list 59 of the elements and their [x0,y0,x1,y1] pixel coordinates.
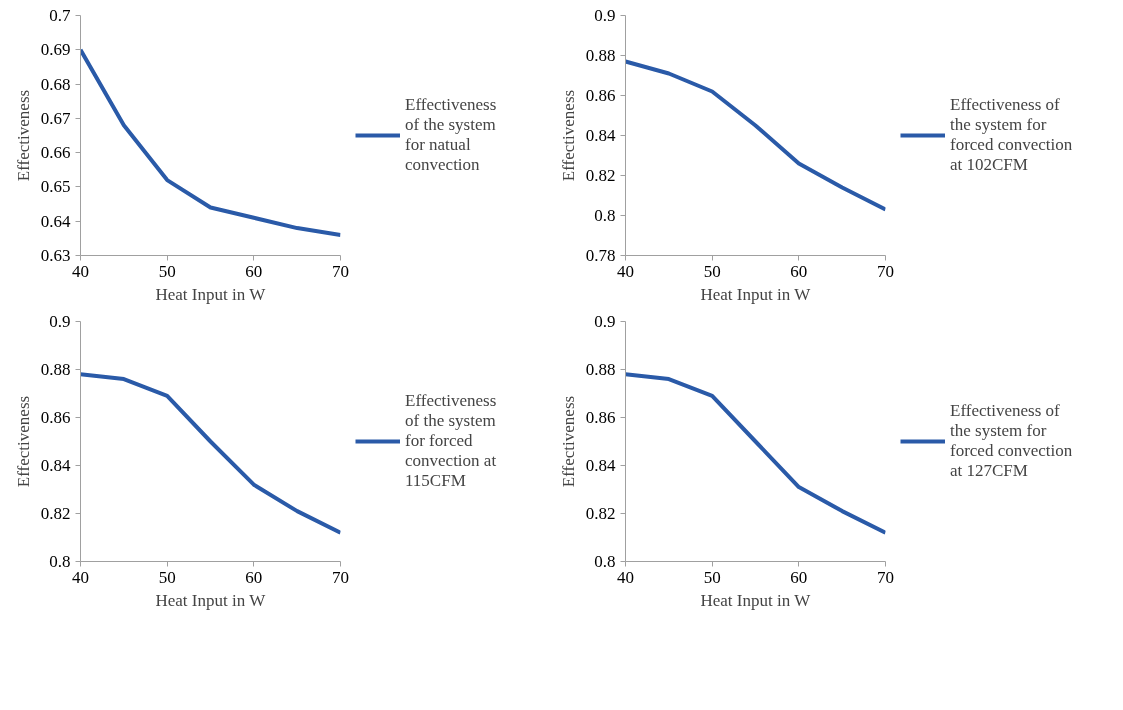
y-tick-label: 0.7 [49,6,71,25]
y-axis-title: Effectiveness [13,395,33,488]
y-tick-label: 0.67 [40,108,71,128]
x-tick-label: 70 [877,261,894,281]
line-series [80,47,341,237]
x-tick-label: 60 [245,567,263,587]
x-tick-label: 40 [72,567,89,587]
line-series [625,372,886,535]
y-tick-label: 0.69 [40,40,71,60]
x-axis-title: Heat Input in W [155,590,267,610]
y-tick-label: 0.88 [40,360,71,379]
x-tick-label: 70 [877,567,894,587]
y-tick-label: 0.8 [594,206,616,225]
y-tick-label: 0.86 [585,86,616,105]
y-tick-label: 0.9 [594,312,616,331]
x-tick-label: 60 [790,567,808,587]
y-tick-label: 0.63 [40,246,71,265]
y-tick-label: 0.8 [49,552,71,571]
x-tick-label: 60 [790,261,808,281]
y-tick-label: 0.66 [40,143,71,163]
x-tick-label: 40 [617,567,634,587]
x-tick-label: 50 [158,567,176,587]
x-tick-label: 50 [158,261,176,281]
y-tick-label: 0.84 [585,126,616,145]
y-tick-label: 0.9 [49,312,71,331]
x-tick-label: 60 [245,261,263,281]
y-tick-label: 0.78 [585,246,616,265]
y-tick-label: 0.82 [40,504,71,523]
x-tick-label: 70 [332,261,349,281]
legend-label: Effectiveness of the system for forced convection at 115CFM [405,391,497,491]
y-tick-label: 0.64 [40,211,71,231]
y-axis-title: Effectiveness [558,395,578,488]
y-axis-title: Effectiveness [558,89,578,182]
x-tick-label: 50 [703,261,721,281]
y-axis-title: Effectiveness [13,89,33,182]
x-tick-label: 40 [617,261,634,281]
y-tick-label: 0.86 [585,408,616,427]
x-axis-title: Heat Input in W [700,590,812,610]
line-series [80,372,341,535]
y-tick-label: 0.82 [585,504,616,523]
y-tick-label: 0.88 [585,360,616,379]
y-tick-label: 0.84 [40,456,71,475]
x-tick-label: 40 [72,261,89,281]
x-tick-label: 50 [703,567,721,587]
y-tick-label: 0.86 [40,408,71,427]
legend-label: Effectiveness of the system for natual convection [405,95,497,175]
line-series [625,59,886,212]
legend-label: Effectiveness of the system for forced convection at 102CFM [950,95,1073,175]
legend-label: Effectiveness of the system for forced convection at 127CFM [950,401,1073,481]
y-tick-label: 0.88 [585,46,616,65]
y-tick-label: 0.8 [594,552,616,571]
x-axis-title: Heat Input in W [700,284,812,304]
x-tick-label: 70 [332,567,349,587]
y-tick-label: 0.65 [40,177,71,197]
y-tick-label: 0.84 [585,456,616,475]
x-axis-title: Heat Input in W [155,284,267,304]
y-tick-label: 0.9 [594,6,616,25]
y-tick-label: 0.82 [585,166,616,185]
y-tick-label: 0.68 [40,74,71,94]
